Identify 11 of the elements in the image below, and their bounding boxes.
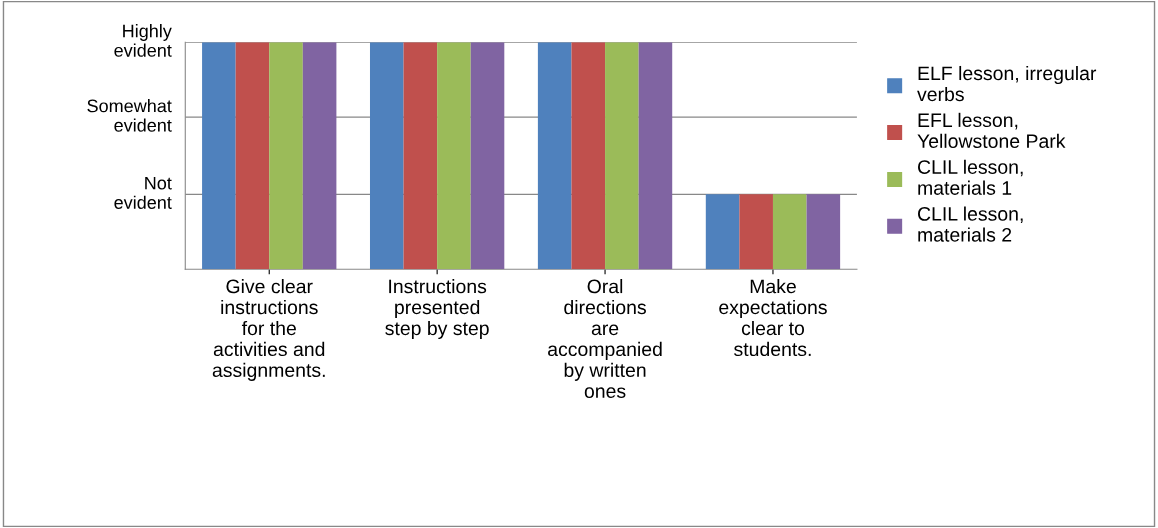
legend-label: CLIL lesson, materials 1 xyxy=(918,159,1023,195)
ref-line-label: Highly evident xyxy=(114,24,172,57)
x-tick-label: Instructions presented step by step xyxy=(385,279,489,340)
legend-label: CLIL lesson, materials 2 xyxy=(918,206,1023,242)
ref-line-label: Somewhat evident xyxy=(87,99,172,132)
x-tick-label: Oral directions are accompanied by written ones xyxy=(548,279,662,399)
legend-label: ELF lesson, irregular verbs xyxy=(917,65,1097,102)
x-tick-label: Give clear instructions for the activities and assignments. xyxy=(212,279,325,381)
ref-line-label: Not evident xyxy=(114,176,172,209)
legend-label: EFL lesson, Yellowstone Park xyxy=(917,112,1066,149)
x-tick-label: Make expectations clear to students. xyxy=(719,279,827,357)
